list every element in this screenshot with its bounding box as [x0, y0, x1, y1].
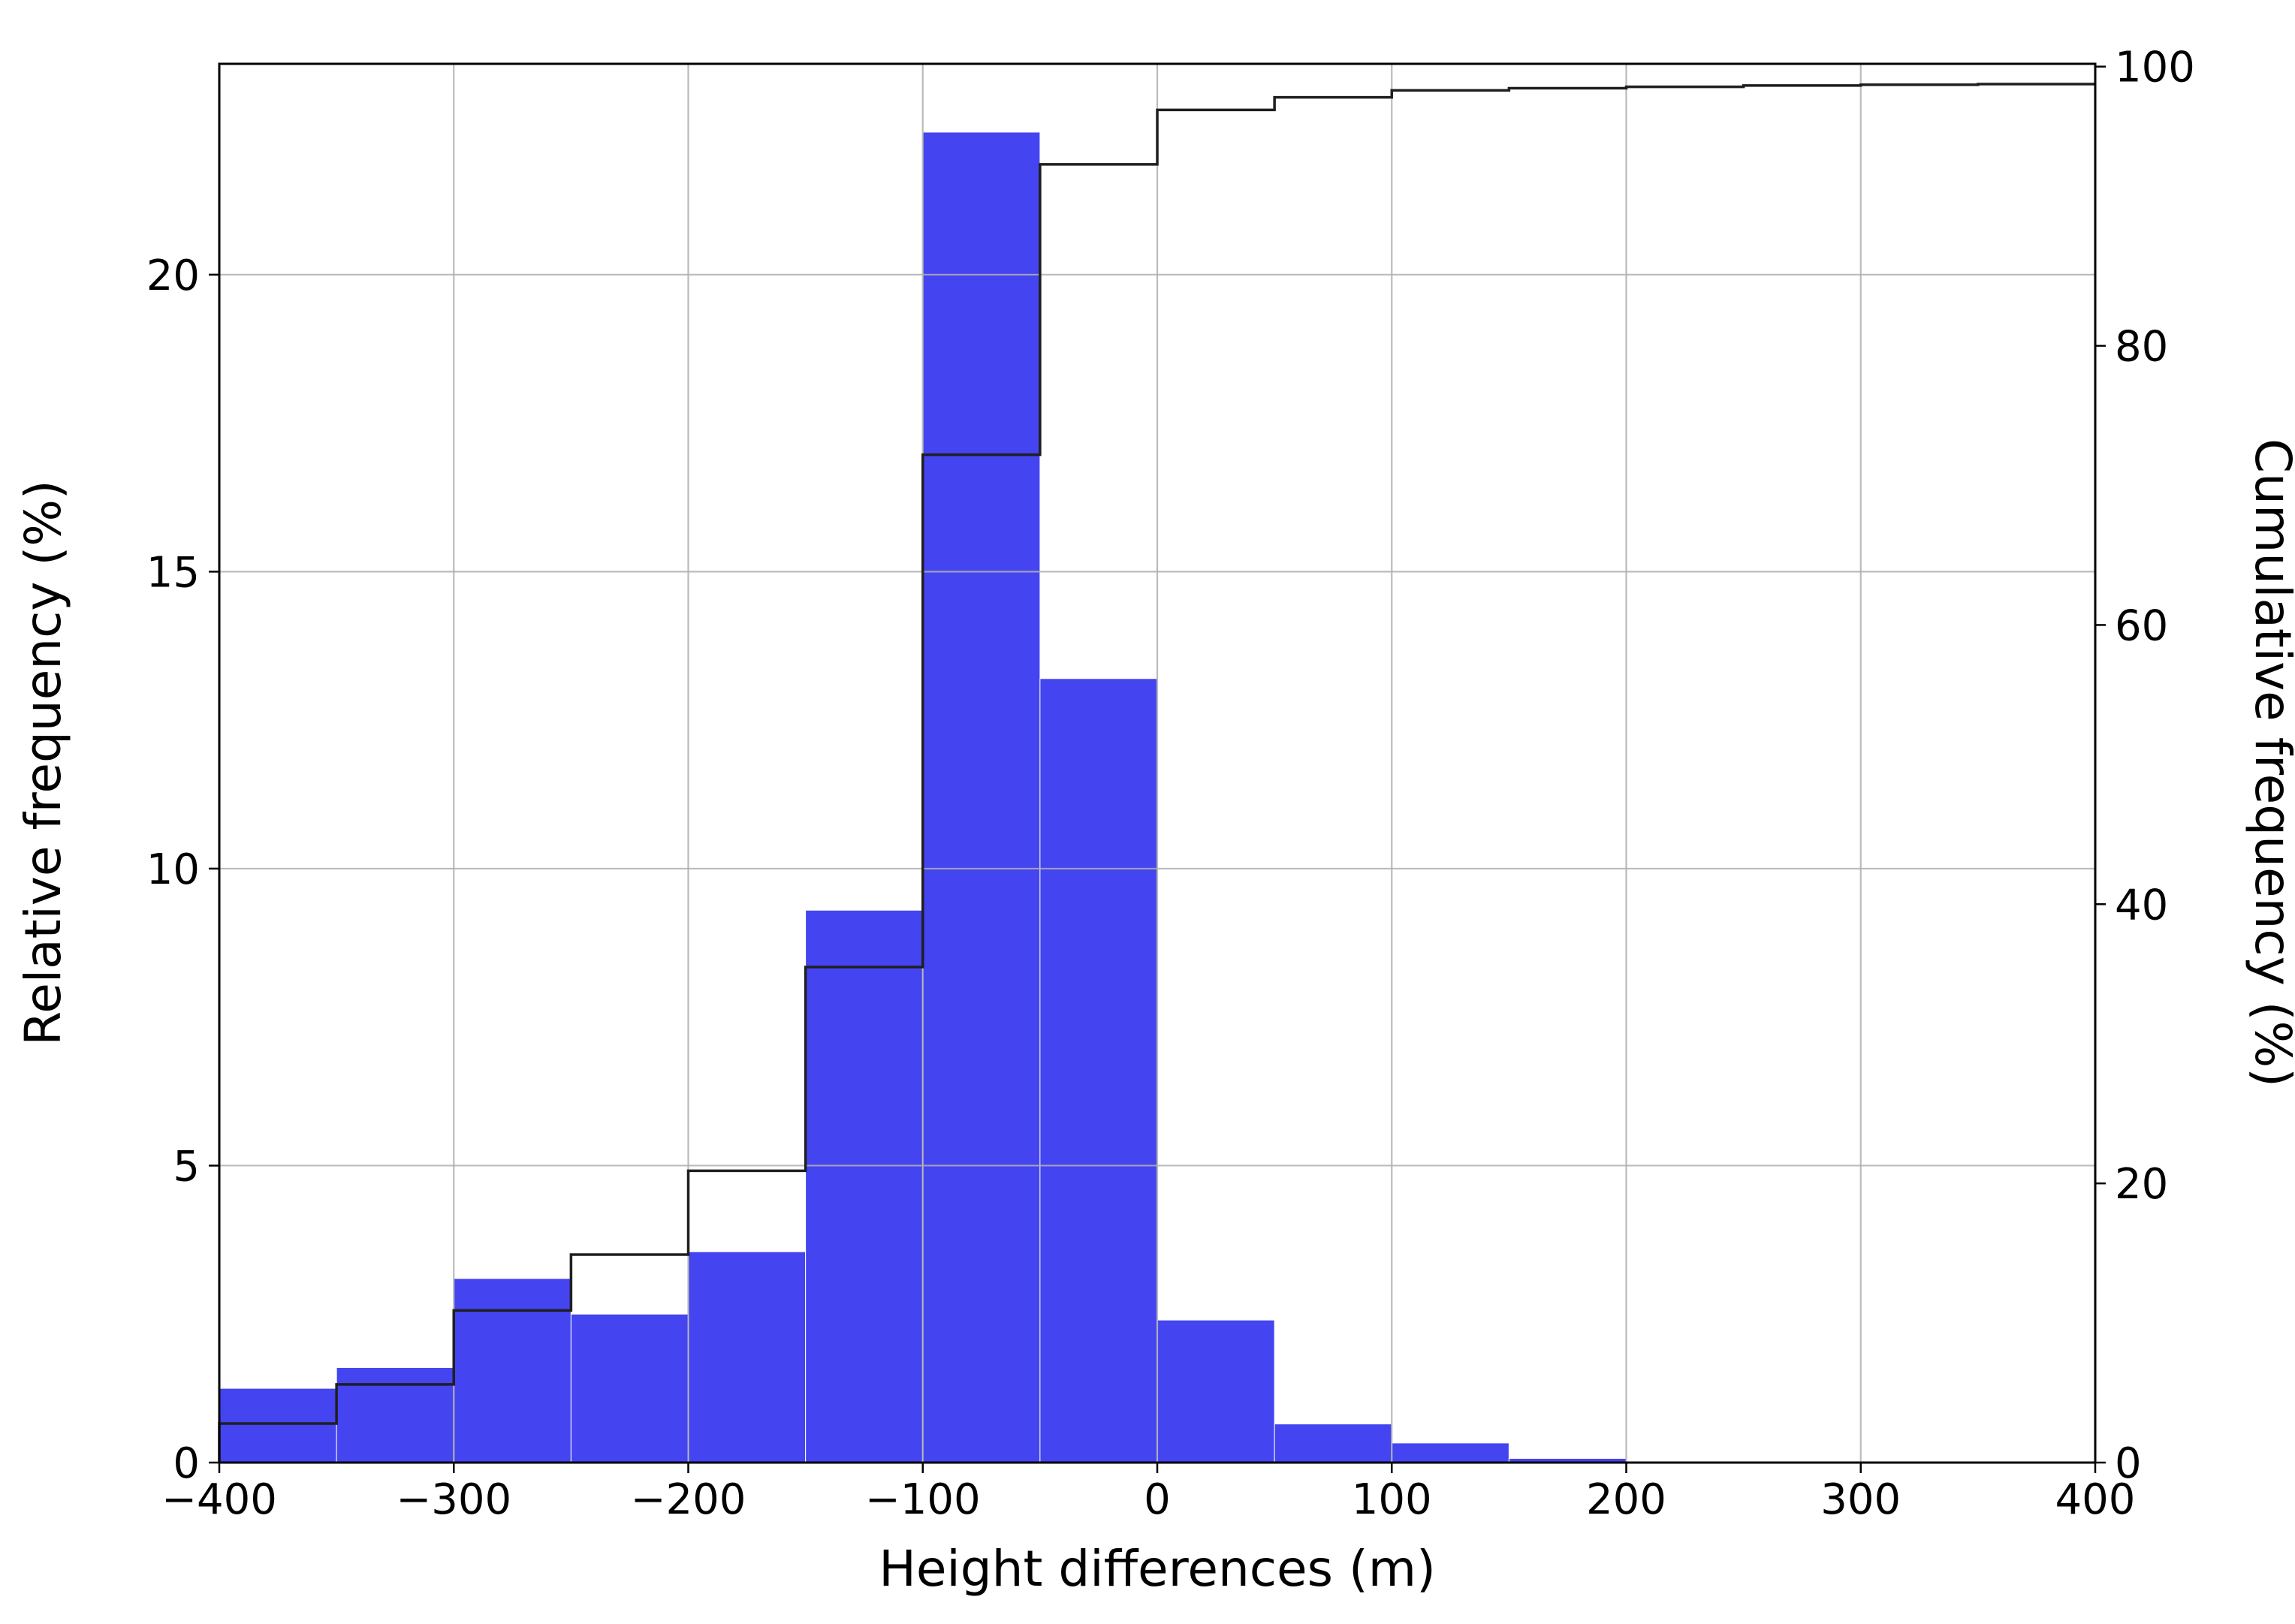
- histogram-bar: [922, 131, 1041, 1463]
- histogram-bar: [805, 909, 924, 1463]
- right-y-tick-label: 80: [2115, 323, 2168, 372]
- histogram-bar: [1157, 1319, 1275, 1463]
- x-tick-label: −300: [396, 1475, 511, 1524]
- left-y-tick-label: 10: [146, 845, 200, 894]
- left-y-tick-label: 20: [146, 252, 200, 300]
- x-axis-ticks: −400 −300 −200 −100 0 100 200 300 400: [161, 1463, 2135, 1524]
- x-tick-label: 400: [2055, 1475, 2136, 1524]
- histogram-bar: [1039, 678, 1158, 1463]
- right-y-tick-label: 40: [2115, 881, 2168, 930]
- x-tick-label: −200: [631, 1475, 746, 1524]
- histogram-bar: [688, 1251, 807, 1463]
- left-y-axis-label: Relative frequency (%): [14, 480, 72, 1045]
- right-y-tick-label: 100: [2115, 44, 2195, 92]
- histogram-bars: [219, 131, 2096, 1463]
- x-axis-label: Height differences (m): [879, 1540, 1436, 1598]
- histogram-bar: [1274, 1424, 1392, 1463]
- cumulative-step-line: [218, 83, 2095, 1463]
- histogram-bar: [453, 1278, 571, 1463]
- right-y-tick-label: 0: [2115, 1439, 2142, 1488]
- x-tick-label: 200: [1586, 1475, 1666, 1524]
- right-axis-ticks: 0 20 40 60 80 100: [2095, 44, 2195, 1488]
- left-y-tick-label: 0: [173, 1439, 200, 1488]
- histogram-bar: [219, 1387, 337, 1463]
- right-y-tick-label: 20: [2115, 1160, 2168, 1209]
- histogram-bar: [336, 1366, 454, 1463]
- left-y-tick-label: 15: [146, 548, 200, 597]
- x-tick-label: 300: [1820, 1475, 1901, 1524]
- x-tick-label: 100: [1352, 1475, 1432, 1524]
- histogram-bar: [1391, 1442, 1509, 1463]
- right-y-tick-label: 60: [2115, 601, 2168, 650]
- histogram-bar: [570, 1313, 689, 1463]
- x-tick-label: −400: [161, 1475, 277, 1524]
- left-y-tick-label: 5: [173, 1142, 200, 1191]
- gridlines: [218, 64, 2097, 1464]
- x-tick-label: 0: [1144, 1475, 1171, 1524]
- right-y-axis-label: Cumulative frequency (%): [2244, 438, 2295, 1087]
- x-tick-label: −100: [865, 1475, 981, 1524]
- left-axis-ticks: 0 5 10 15 20: [146, 252, 219, 1488]
